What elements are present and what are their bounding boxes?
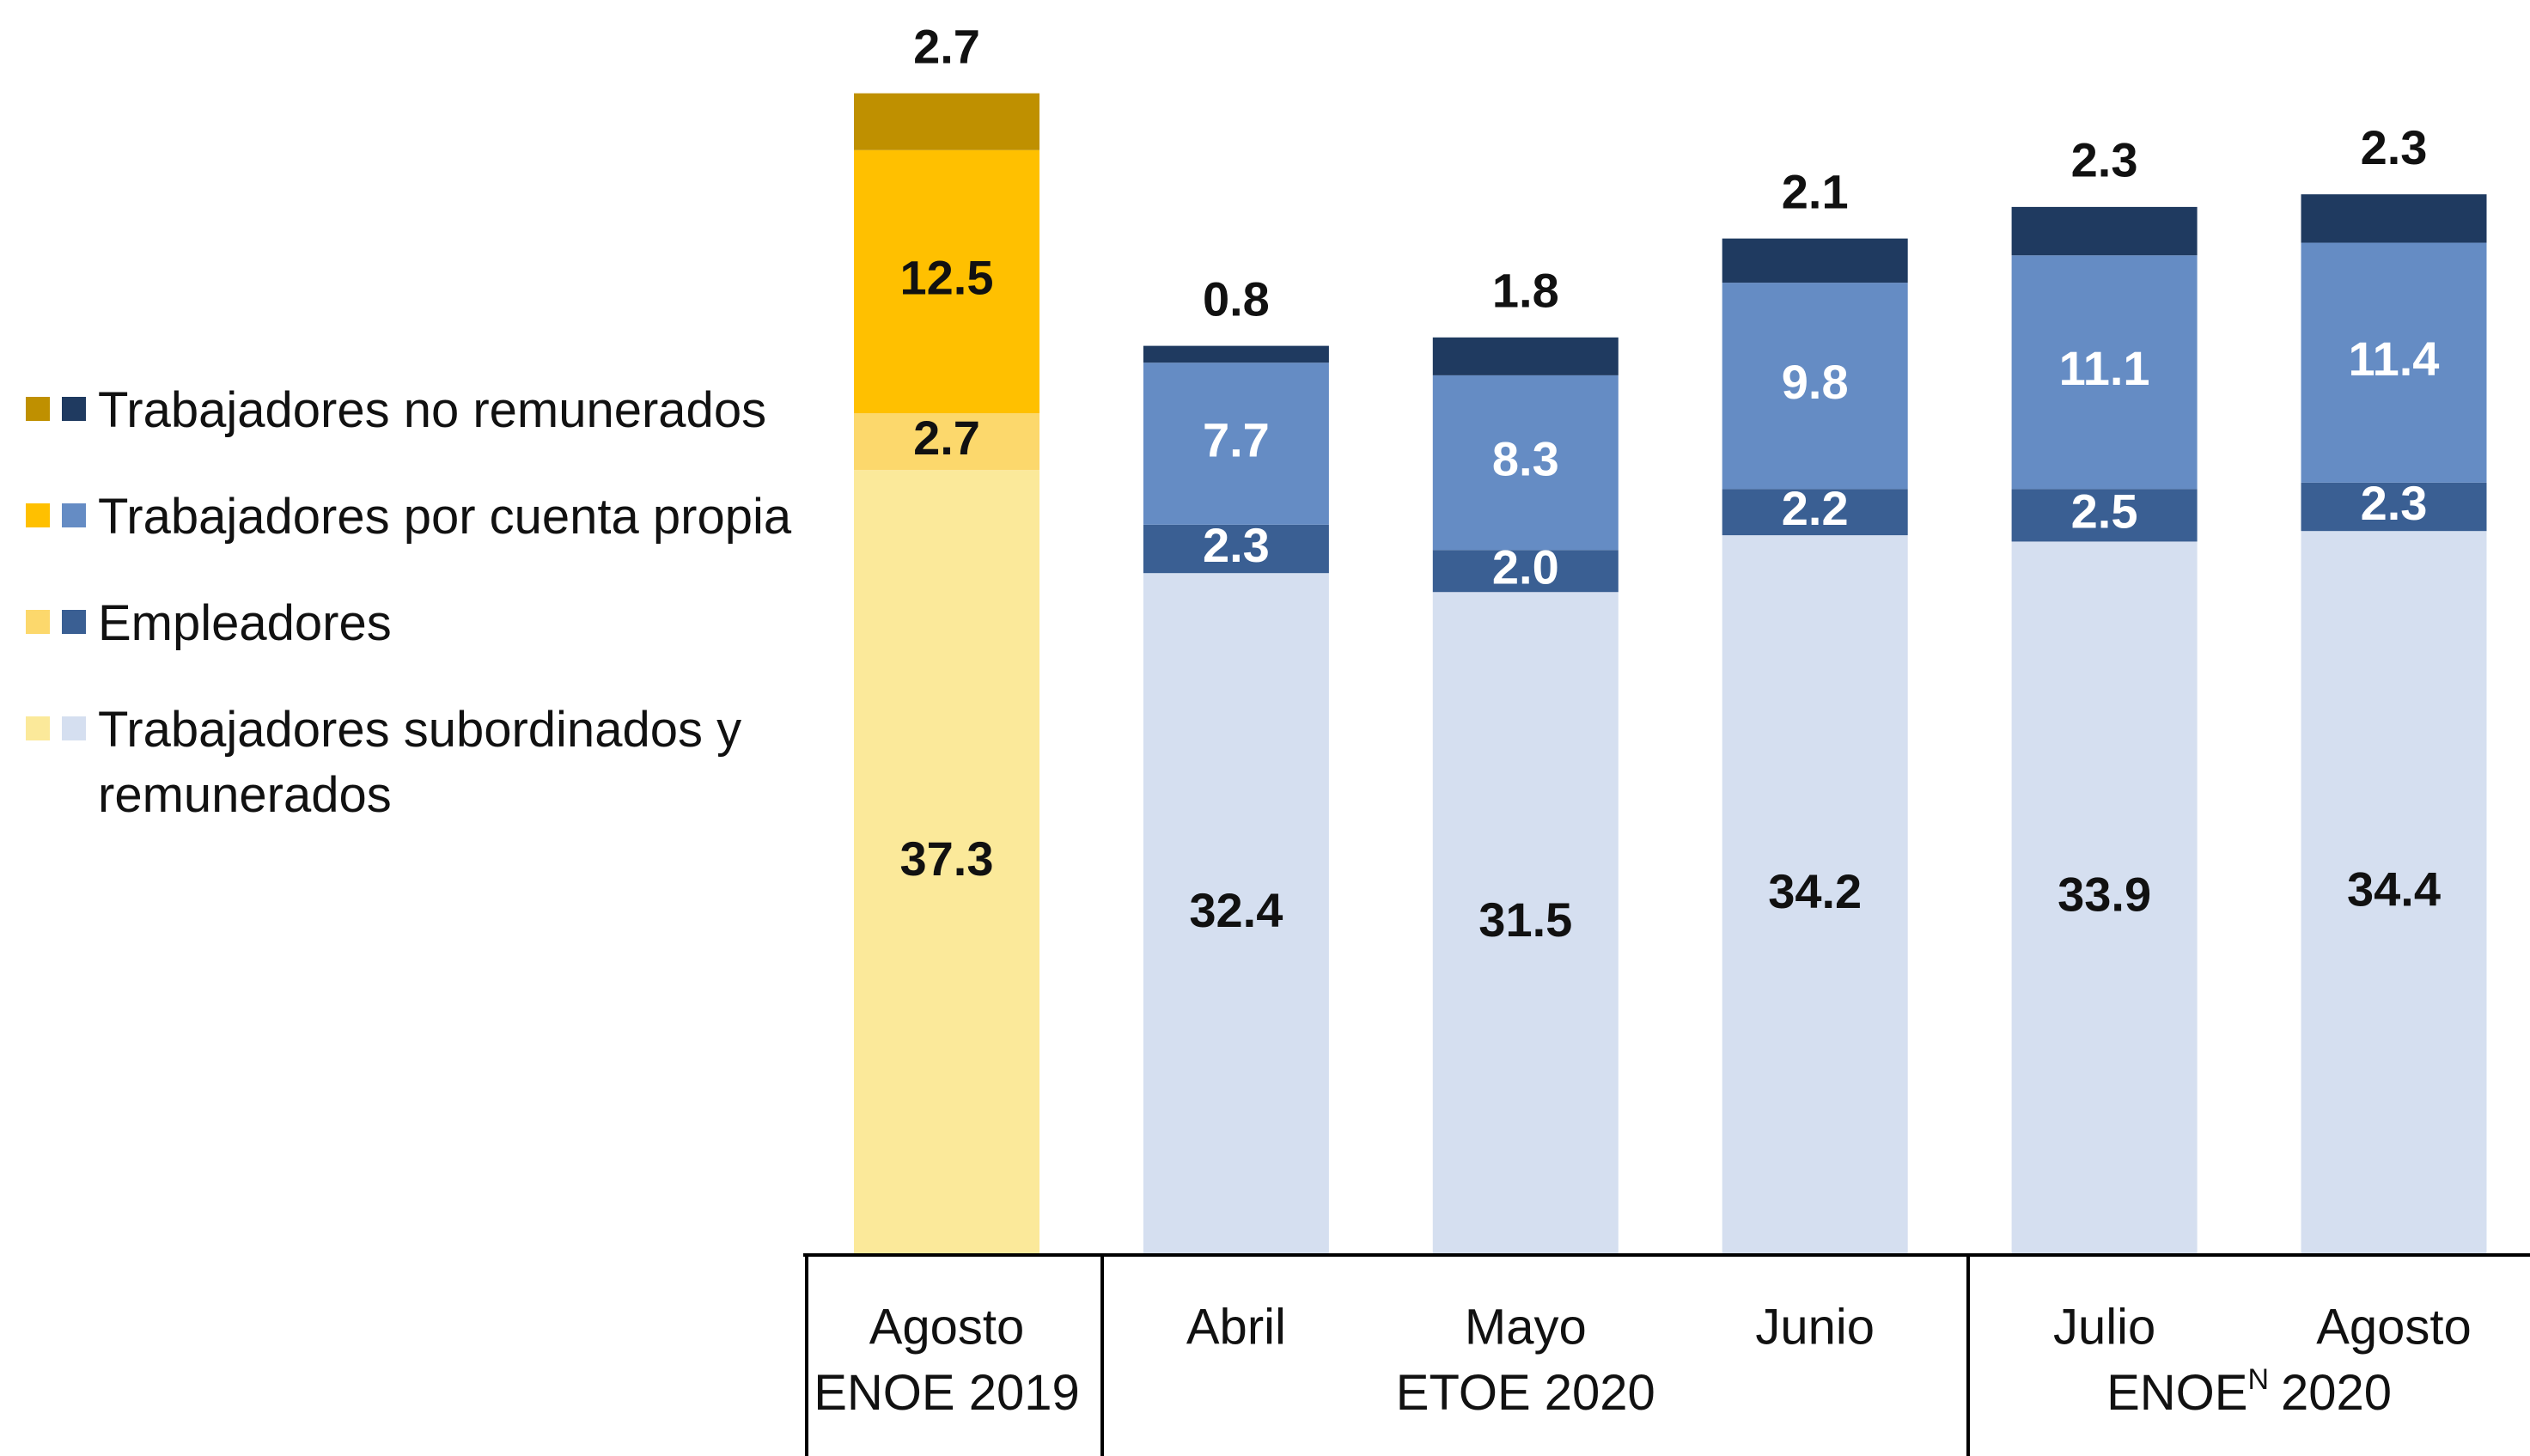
group-label: ETOE 2020: [1396, 1365, 1655, 1421]
group-label-text: ENOE 2019: [814, 1365, 1080, 1421]
bar-segment: [2011, 255, 2198, 490]
legend-label: Empleadores: [98, 595, 392, 651]
x-tick-label: Julio: [2053, 1299, 2155, 1355]
value-label: 2.7: [913, 411, 980, 465]
value-label: 33.9: [2058, 868, 2151, 922]
bar-segment: [1432, 337, 1619, 375]
group-label: ENOEN 2020: [2106, 1363, 2392, 1421]
value-label: 2.5: [2071, 484, 2138, 539]
value-label: 11.4: [2349, 332, 2440, 386]
value-label: 37.3: [900, 832, 994, 886]
bar-segment: [1432, 592, 1619, 1255]
value-label: 2.2: [1782, 481, 1849, 535]
value-label: 2.1: [1782, 164, 1849, 218]
bar-segment: [1722, 489, 1908, 536]
bar-segment: [1143, 573, 1329, 1255]
bar-segment: [1722, 535, 1908, 1255]
value-label: 12.5: [900, 251, 994, 305]
bar-segment: [854, 413, 1039, 471]
legend-swatch: [62, 716, 86, 740]
value-label: 1.8: [1492, 264, 1559, 318]
bar-segment: [1143, 524, 1329, 574]
legend-item: Trabajadores no remunerados: [26, 378, 825, 443]
value-label: 2.3: [2071, 133, 2138, 187]
bar-segment: [2301, 531, 2487, 1255]
legend-swatch: [62, 610, 86, 634]
legend-swatch: [26, 610, 50, 634]
value-label: 32.4: [1189, 883, 1283, 937]
value-label: 34.2: [1768, 864, 1862, 918]
legend-label: Trabajadores no remunerados: [98, 382, 767, 438]
x-tick-label: Junio: [1755, 1299, 1875, 1355]
value-label: 2.3: [1203, 518, 1270, 572]
bar-segment: [1143, 362, 1329, 525]
bar-segment: [2011, 541, 2198, 1255]
group-label-text: ENOE: [2106, 1365, 2247, 1421]
x-tick-label: Mayo: [1465, 1299, 1587, 1355]
bar-segment: [2301, 482, 2487, 532]
bar-segment: [1722, 283, 1908, 490]
bar-segment: [854, 149, 1039, 413]
legend-swatch: [26, 503, 50, 527]
bar-segment: [1432, 550, 1619, 593]
x-tick-label: Abril: [1186, 1299, 1286, 1355]
bar-segment: [2301, 242, 2487, 483]
legend-swatch: [26, 716, 50, 740]
value-label: 2.7: [913, 19, 980, 73]
bar-segment: [2011, 206, 2198, 256]
legend-item: Trabajadores subordinados y remunerados: [26, 698, 825, 828]
legend-label: Trabajadores por cuenta propia: [98, 489, 792, 545]
legend-swatch: [26, 397, 50, 421]
value-label: 0.8: [1203, 271, 1270, 326]
group-label-text: ETOE 2020: [1396, 1365, 1655, 1421]
legend: Trabajadores no remunerados Trabajadores …: [26, 378, 825, 869]
value-label: 34.4: [2347, 862, 2441, 916]
bar-segment: [2011, 489, 2198, 542]
legend-label: Trabajadores subordinados y remunerados: [98, 702, 742, 823]
bar-segment: [854, 93, 1039, 150]
bar-segment: [1432, 375, 1619, 551]
legend-swatch: [62, 397, 86, 421]
group-label-sup: N: [2247, 1363, 2269, 1396]
legend-swatch: [62, 503, 86, 527]
value-label: 9.8: [1782, 355, 1849, 409]
x-tick-label: Agosto: [869, 1299, 1025, 1355]
bar-segment: [2301, 194, 2487, 243]
legend-item: Trabajadores por cuenta propia: [26, 484, 825, 550]
legend-item: Empleadores: [26, 591, 825, 656]
value-label: 11.1: [2059, 341, 2150, 395]
value-label: 2.3: [2361, 476, 2428, 530]
group-label-end: 2020: [2281, 1365, 2392, 1421]
value-label: 2.3: [2361, 120, 2428, 174]
group-label: ENOE 2019: [814, 1365, 1080, 1421]
value-label: 31.5: [1478, 892, 1572, 947]
value-label: 8.3: [1492, 431, 1559, 485]
bar-segment: [1722, 238, 1908, 283]
x-tick-label: Agosto: [2316, 1299, 2472, 1355]
value-label: 7.7: [1203, 412, 1270, 466]
bar-segment: [854, 470, 1039, 1255]
bar-segment: [1143, 345, 1329, 363]
